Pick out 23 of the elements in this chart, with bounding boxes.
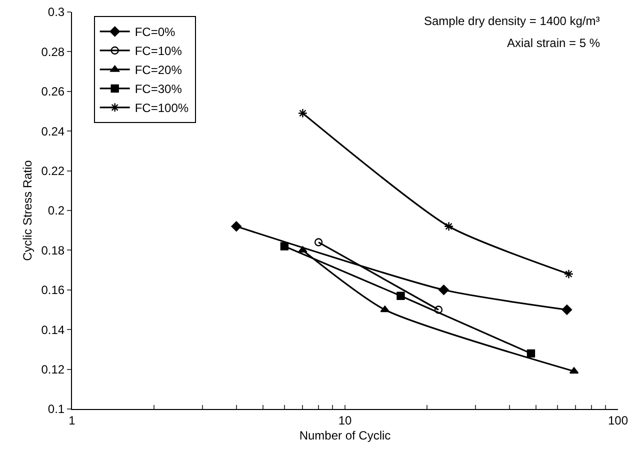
legend-label: FC=30%	[134, 82, 182, 96]
legend-label: FC=20%	[134, 63, 182, 78]
x-tick-label: 100	[608, 413, 628, 428]
y-tick-label: 0.26	[41, 84, 65, 99]
y-tick-label: 0.22	[41, 164, 65, 178]
x-axis-title: Number of Cyclic	[299, 428, 391, 442]
y-tick-label: 0.3	[48, 5, 65, 20]
y-axis-title: Cyclic Stress Ratio	[20, 160, 35, 261]
y-tick-label: 0.2	[48, 204, 65, 218]
legend-label: FC=10%	[134, 44, 182, 58]
x-tick-label: 10	[338, 413, 352, 428]
y-tick-label: 0.24	[41, 124, 65, 138]
y-tick-label: 0.28	[41, 44, 65, 59]
y-tick-label: 0.18	[41, 243, 65, 258]
legend-label: FC=100%	[134, 101, 189, 116]
y-tick-label: 0.16	[41, 283, 65, 298]
x-tick-label: 1	[68, 413, 76, 428]
y-tick-label: 0.14	[41, 322, 65, 337]
annotation: Sample dry density = 1400 kg/m³	[424, 14, 600, 28]
y-tick-label: 0.1	[48, 402, 65, 416]
annotation: Axial strain = 5 %	[507, 36, 600, 50]
legend-label: FC=0%	[134, 25, 176, 40]
y-tick-label: 0.12	[41, 362, 65, 376]
